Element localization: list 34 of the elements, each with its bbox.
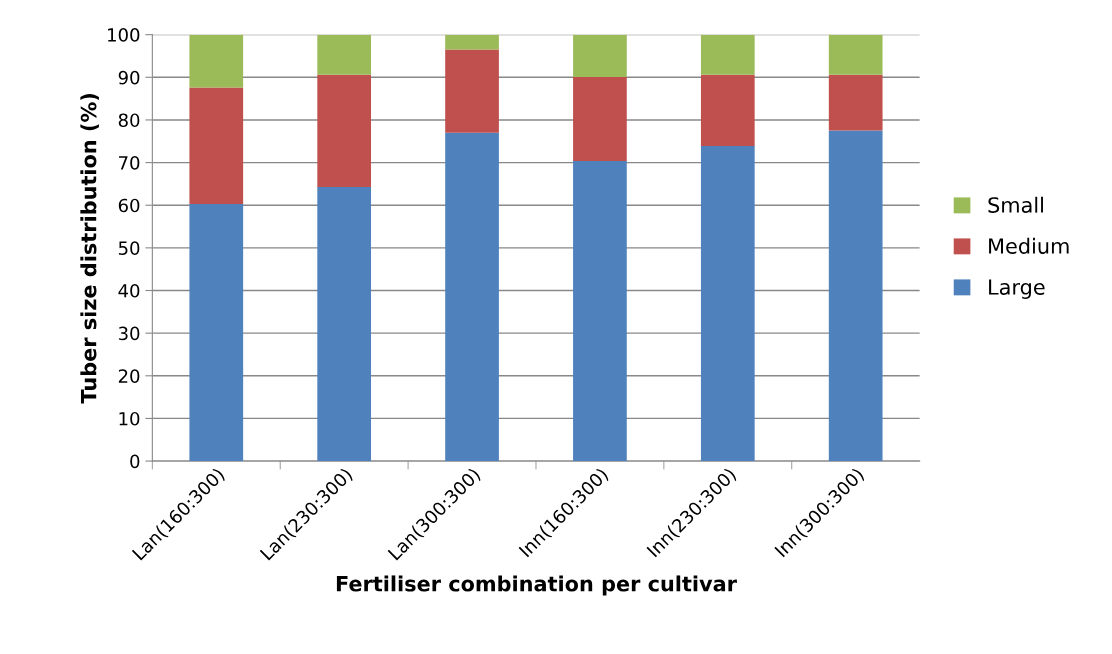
bar bbox=[445, 49, 499, 133]
bar bbox=[189, 34, 244, 88]
bar bbox=[700, 145, 755, 462]
y-tick-label: 90 bbox=[118, 70, 140, 85]
legend-label: Small bbox=[988, 196, 1043, 213]
y-tick-label: 20 bbox=[118, 369, 140, 383]
legend-label: Medium bbox=[989, 237, 1069, 254]
y-axis-title: Tuber size distribution (%) bbox=[80, 93, 99, 404]
bar bbox=[445, 132, 499, 462]
bar bbox=[317, 34, 372, 75]
x-axis-title: Fertiliser combination per cultivar bbox=[336, 575, 737, 596]
bar bbox=[573, 76, 627, 161]
bar bbox=[700, 74, 755, 146]
bar bbox=[573, 34, 627, 77]
bar bbox=[189, 87, 244, 204]
y-tick-label: 40 bbox=[118, 283, 140, 298]
y-tick-label: 10 bbox=[119, 411, 140, 426]
y-tick-label: 30 bbox=[118, 326, 140, 341]
y-tick-label: 60 bbox=[118, 198, 140, 213]
bar bbox=[189, 203, 244, 462]
bar bbox=[828, 34, 883, 75]
y-tick-label: 80 bbox=[118, 113, 140, 128]
y-tick-label: 100 bbox=[108, 28, 140, 42]
bar bbox=[828, 130, 883, 462]
bar bbox=[700, 34, 755, 75]
y-tick-label: 0 bbox=[130, 454, 140, 469]
y-tick-label: 50 bbox=[118, 241, 140, 255]
bar bbox=[573, 160, 627, 462]
bar bbox=[317, 74, 372, 187]
bar bbox=[445, 34, 499, 50]
bar bbox=[317, 186, 372, 462]
legend-label: Large bbox=[989, 279, 1045, 299]
bar bbox=[828, 74, 883, 131]
y-tick-label: 70 bbox=[119, 156, 140, 170]
